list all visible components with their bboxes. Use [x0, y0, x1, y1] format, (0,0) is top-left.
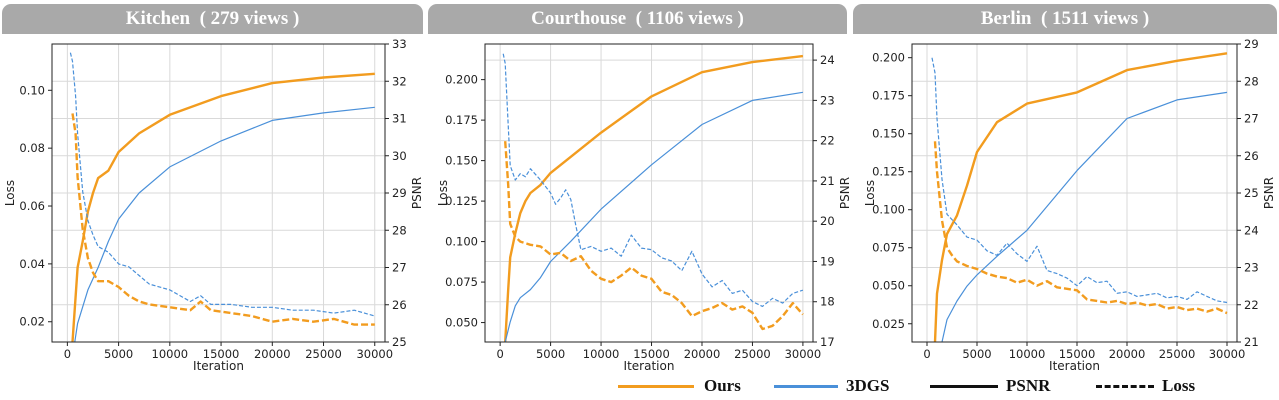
y2-tick-label: 26: [392, 298, 407, 312]
y-axis-label: Loss: [3, 180, 17, 206]
legend-label-3dgs: 3DGS: [846, 376, 890, 395]
x-tick-label: 10000: [152, 347, 189, 361]
series-ours-loss: [71, 113, 375, 326]
legend-label-ours: Ours: [704, 376, 741, 395]
y2-tick-label: 28: [392, 223, 407, 237]
legend-swatch-3dgs: [774, 384, 838, 388]
y-tick-label: 0.02: [19, 315, 45, 329]
legend-item-psnr: PSNR: [930, 372, 1050, 400]
x-axis-label: Iteration: [193, 359, 244, 373]
legend: Ours 3DGS PSNR Loss: [0, 372, 1279, 400]
x-tick-label: 20000: [254, 347, 291, 361]
y-tick-label: 0.06: [19, 199, 45, 213]
y-tick-label: 0.04: [19, 257, 45, 271]
panel-title-berlin: Berlin ( 1511 views ): [853, 4, 1277, 34]
panel-title-kitchen: Kitchen ( 279 views ): [2, 4, 423, 34]
legend-label-loss: Loss: [1162, 376, 1196, 395]
legend-item-loss: Loss: [1096, 372, 1195, 400]
x-tick-label: 5000: [104, 347, 133, 361]
legend-item-ours: Ours: [618, 372, 741, 400]
legend-swatch-psnr: [930, 384, 998, 388]
series-3dgs-psnr: [74, 106, 375, 342]
y-tick-label: 0.10: [19, 83, 45, 97]
legend-swatch-ours: [618, 384, 694, 388]
panel-title-courthouse: Courthouse ( 1106 views ): [428, 4, 847, 34]
y2-tick-label: 29: [392, 186, 407, 200]
y2-axis-label: PSNR: [410, 177, 424, 209]
x-tick-label: 15000: [203, 347, 240, 361]
y-tick-label: 0.08: [19, 141, 45, 155]
series-ours-psnr: [71, 72, 375, 342]
y2-tick-label: 32: [392, 74, 407, 88]
y2-tick-label: 31: [392, 112, 407, 126]
legend-label-psnr: PSNR: [1006, 376, 1051, 395]
legend-swatch-loss: [1096, 384, 1154, 388]
y2-tick-label: 27: [392, 261, 407, 275]
x-tick-label: 0: [64, 347, 71, 361]
y2-tick-label: 25: [392, 335, 407, 349]
chart-kitchen: 0 5000 10000 15000 20000 25000 30000 0.02 0.04 0.…: [3, 37, 424, 373]
legend-item-3dgs: 3DGS: [774, 372, 889, 400]
x-tick-label: 30000: [356, 347, 393, 361]
y2-tick-label: 33: [392, 37, 407, 51]
series-3dgs-loss: [69, 52, 375, 317]
y2-tick-label: 30: [392, 149, 407, 163]
x-tick-label: 25000: [305, 347, 342, 361]
